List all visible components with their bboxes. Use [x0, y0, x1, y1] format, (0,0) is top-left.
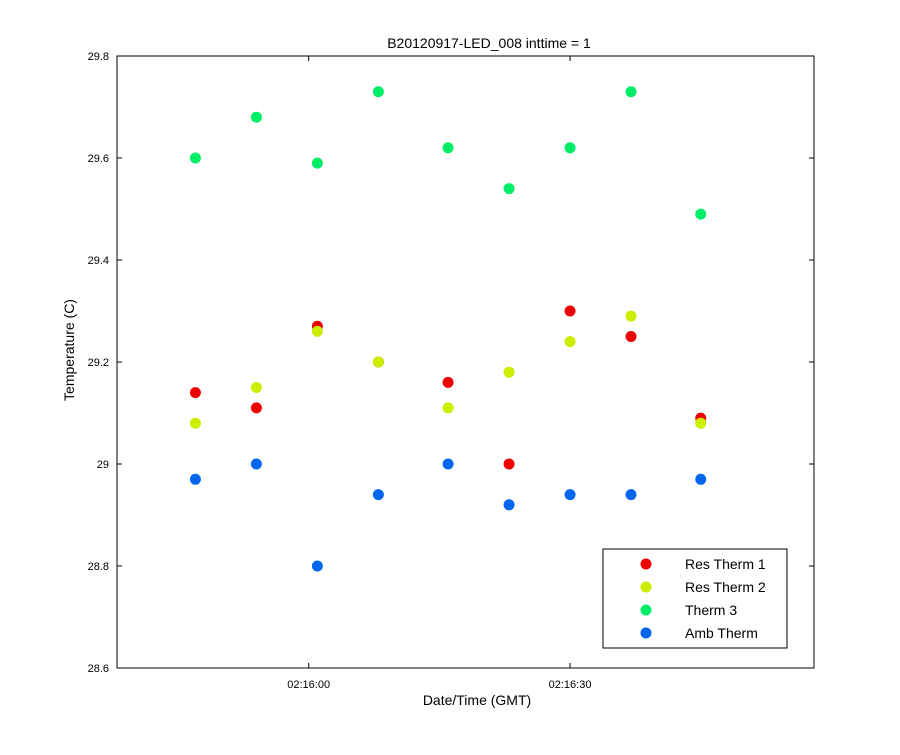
- y-tick-label: 28.6: [88, 663, 109, 675]
- data-point: [503, 366, 515, 378]
- y-axis-title: Temperature (C): [61, 299, 77, 401]
- data-point: [372, 489, 384, 501]
- data-point: [503, 499, 515, 511]
- data-point: [189, 473, 201, 485]
- data-point: [372, 86, 384, 98]
- x-tick-label: 02:16:30: [549, 679, 592, 691]
- y-tick-label: 29.8: [88, 51, 109, 63]
- data-point: [442, 402, 454, 414]
- data-point: [695, 208, 707, 220]
- legend: Res Therm 1 Res Therm 2 Therm 3 Amb Therm: [602, 548, 788, 649]
- data-point: [625, 86, 637, 98]
- legend-marker: [640, 581, 652, 593]
- y-tick-label: 28.8: [88, 561, 109, 573]
- data-point: [695, 473, 707, 485]
- legend-label: Amb Therm: [685, 625, 758, 641]
- data-point: [625, 310, 637, 322]
- legend-marker: [640, 627, 652, 639]
- legend-box: [602, 548, 788, 649]
- data-point: [503, 183, 515, 195]
- x-axis-title: Date/Time (GMT): [423, 692, 531, 708]
- data-point: [372, 356, 384, 368]
- y-tick-label: 29.2: [88, 357, 109, 369]
- data-point: [442, 458, 454, 470]
- data-point: [625, 331, 637, 342]
- y-tick-label: 29: [97, 459, 109, 471]
- data-point: [189, 152, 201, 164]
- x-axis: 02:16:00 02:16:30: [287, 56, 591, 691]
- data-point: [564, 305, 576, 317]
- legend-marker: [640, 558, 652, 570]
- data-point: [442, 142, 454, 154]
- data-point: [250, 402, 262, 414]
- y-axis: 28.6 28.8 29 29.2 29.4 29.6 29.8: [88, 51, 814, 675]
- data-point: [250, 111, 262, 123]
- legend-label: Therm 3: [685, 602, 737, 618]
- data-point: [189, 387, 201, 399]
- data-point: [625, 489, 637, 501]
- data-point: [250, 382, 262, 393]
- data-point: [442, 376, 454, 388]
- data-point: [695, 417, 707, 429]
- data-point: [564, 142, 576, 154]
- legend-label: Res Therm 2: [685, 579, 766, 595]
- y-tick-label: 29.4: [88, 255, 109, 267]
- x-tick-label: 02:16:00: [287, 679, 330, 691]
- data-point: [250, 458, 262, 470]
- data-point: [311, 157, 323, 169]
- legend-label: Res Therm 1: [685, 556, 766, 572]
- data-point: [564, 489, 576, 501]
- data-points: [189, 86, 707, 572]
- data-point: [189, 417, 201, 429]
- data-point: [311, 325, 323, 337]
- data-point: [503, 458, 515, 470]
- chart-title: B20120917-LED_008 inttime = 1: [387, 35, 591, 51]
- y-tick-label: 29.6: [88, 153, 109, 165]
- data-point: [311, 560, 323, 572]
- legend-marker: [640, 604, 652, 616]
- data-point: [564, 336, 576, 348]
